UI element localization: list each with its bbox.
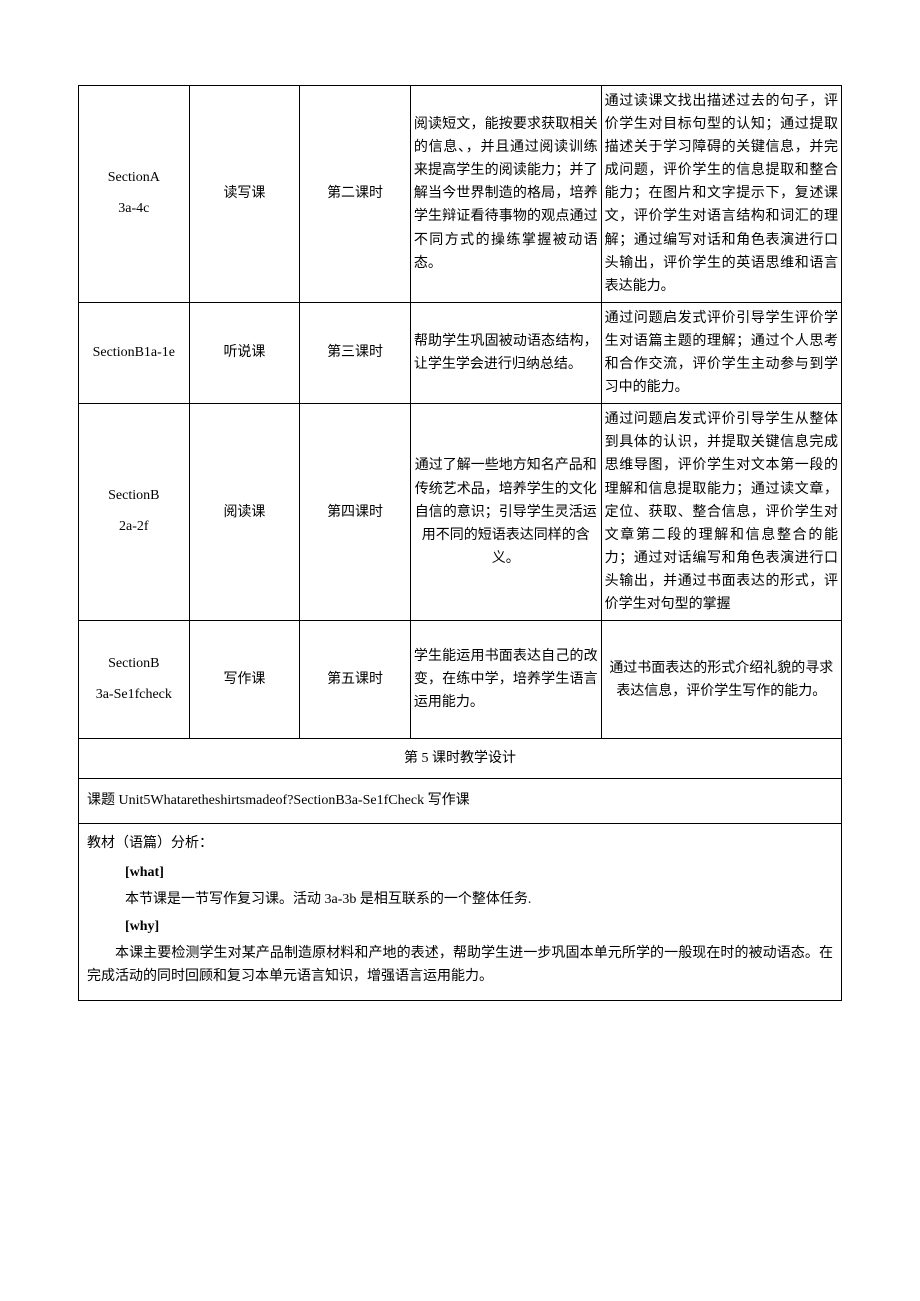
- cell-evaluation: 通过读课文找出描述过去的句子，评价学生对目标句型的认知；通过提取描述关于学习障碍…: [601, 86, 841, 303]
- cell-objective: 学生能运用书面表达自己的改变，在练中学，培养学生语言运用能力。: [410, 621, 601, 739]
- cell-period: 第五课时: [300, 621, 411, 739]
- cell-section: SectionB1a-1e: [79, 302, 190, 403]
- cell-evaluation: 通过问题启发式评价引导学生评价学生对语篇主题的理解；通过个人思考和合作交流，评价…: [601, 302, 841, 403]
- section-label-2: 3a-4c: [118, 201, 149, 216]
- cell-period: 第三课时: [300, 302, 411, 403]
- table-row: SectionA 3a-4c 读写课 第二课时 阅读短文，能按要求获取相关的信息…: [79, 86, 842, 303]
- cell-type: 读写课: [189, 86, 300, 303]
- cell-section: SectionB 2a-2f: [79, 404, 190, 621]
- section-label-1: SectionB: [108, 656, 159, 671]
- lesson-design-header-row: 第 5 课时教学设计: [79, 739, 842, 779]
- cell-type: 阅读课: [189, 404, 300, 621]
- analysis-header: 教材（语篇）分析：: [87, 832, 833, 855]
- cell-objective: 通过了解一些地方知名产品和传统艺术品，培养学生的文化自信的意识；引导学生灵活运用…: [410, 404, 601, 621]
- cell-period: 第四课时: [300, 404, 411, 621]
- why-text: 本课主要检测学生对某产品制造原材料和产地的表述，帮助学生进一步巩固本单元所学的一…: [87, 942, 833, 988]
- analysis-row: 教材（语篇）分析： [what] 本节课是一节写作复习课。活动 3a-3b 是相…: [79, 823, 842, 1001]
- section-label-1: SectionB: [108, 488, 159, 503]
- section-label-2: 3a-Se1fcheck: [96, 687, 172, 702]
- table-row: SectionB 2a-2f 阅读课 第四课时 通过了解一些地方知名产品和传统艺…: [79, 404, 842, 621]
- analysis-body: [what] 本节课是一节写作复习课。活动 3a-3b 是相互联系的一个整体任务…: [87, 861, 833, 938]
- lesson-plan-table: SectionA 3a-4c 读写课 第二课时 阅读短文，能按要求获取相关的信息…: [78, 85, 842, 1001]
- why-label: [why]: [125, 915, 833, 938]
- topic-cell: 课题 Unit5Whataretheshirtsmadeof?SectionB3…: [79, 779, 842, 823]
- cell-evaluation: 通过问题启发式评价引导学生从整体到具体的认识，并提取关键信息完成思维导图，评价学…: [601, 404, 841, 621]
- cell-evaluation: 通过书面表达的形式介绍礼貌的寻求表达信息，评价学生写作的能力。: [601, 621, 841, 739]
- lesson-design-header: 第 5 课时教学设计: [79, 739, 842, 779]
- what-label: [what]: [125, 861, 833, 884]
- section-label-2: 2a-2f: [119, 519, 149, 534]
- cell-type: 听说课: [189, 302, 300, 403]
- cell-objective: 阅读短文，能按要求获取相关的信息、，并且通过阅读训练来提高学生的阅读能力；并了解…: [410, 86, 601, 303]
- topic-row: 课题 Unit5Whataretheshirtsmadeof?SectionB3…: [79, 779, 842, 823]
- what-text: 本节课是一节写作复习课。活动 3a-3b 是相互联系的一个整体任务.: [125, 888, 833, 911]
- cell-section: SectionB 3a-Se1fcheck: [79, 621, 190, 739]
- analysis-cell: 教材（语篇）分析： [what] 本节课是一节写作复习课。活动 3a-3b 是相…: [79, 823, 842, 1001]
- cell-objective: 帮助学生巩固被动语态结构，让学生学会进行归纳总结。: [410, 302, 601, 403]
- section-label-1: SectionA: [108, 170, 160, 185]
- cell-section: SectionA 3a-4c: [79, 86, 190, 303]
- cell-type: 写作课: [189, 621, 300, 739]
- table-row: SectionB 3a-Se1fcheck 写作课 第五课时 学生能运用书面表达…: [79, 621, 842, 739]
- table-row: SectionB1a-1e 听说课 第三课时 帮助学生巩固被动语态结构，让学生学…: [79, 302, 842, 403]
- cell-period: 第二课时: [300, 86, 411, 303]
